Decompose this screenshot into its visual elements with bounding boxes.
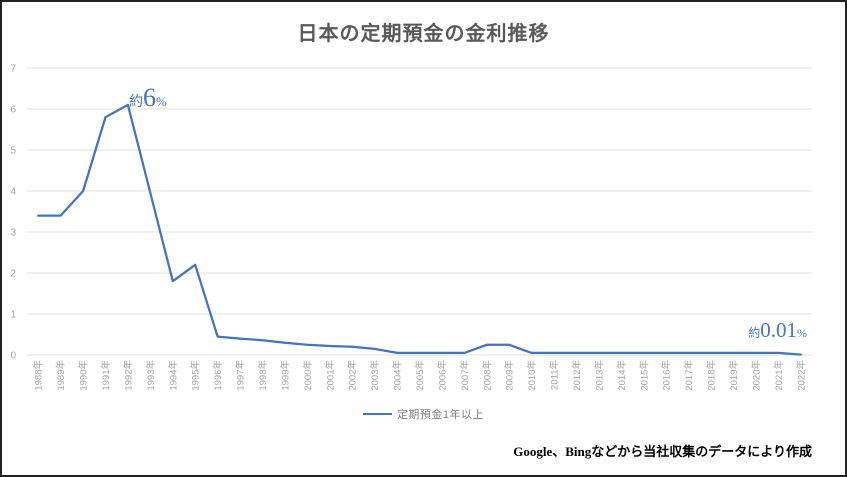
annotation-latest-prefix: 約 [748,326,761,340]
y-tick-label: 1 [10,310,16,321]
x-tick-label: 1997年 [235,360,247,391]
annotation-peak-prefix: 約 [129,95,143,110]
y-tick-label: 6 [10,105,16,116]
x-tick-label: 2002年 [347,360,359,391]
x-tick-label: 2021年 [773,360,785,391]
x-tick-label: 1996年 [212,360,224,391]
x-tick-label: 2000年 [302,360,314,391]
legend-label: 定期預金1年以上 [396,409,485,421]
x-tick-label: 1990年 [78,360,90,391]
source-note: Google、Bingなどから当社収集のデータにより作成 [513,444,812,459]
x-tick-label: 1993年 [145,360,157,391]
chart-title: 日本の定期預金の金利推移 [297,23,550,45]
x-tick-label: 2009年 [504,360,516,391]
y-tick-label: 4 [10,187,16,198]
legend: 定期預金1年以上 [2,406,845,422]
annotation-latest-percent-sign: % [797,326,807,340]
annotation-peak-value: 6 [143,83,156,112]
x-tick-label: 2001年 [324,360,336,391]
x-tick-label: 1995年 [190,360,202,391]
y-tick-label: 7 [10,64,16,75]
x-tick-label: 2008年 [481,360,493,391]
x-tick-label: 2012年 [571,360,583,391]
x-tick-label: 2004年 [392,360,404,391]
x-tick-label: 2017年 [683,360,695,391]
x-tick-label: 2005年 [414,360,426,391]
x-tick-label: 1988年 [33,360,45,391]
annotation-latest-rate: 約0.01% [748,320,807,341]
x-tick-label: 1989年 [55,360,67,391]
x-tick-label: 2020年 [750,360,762,391]
x-tick-label: 1991年 [100,360,112,391]
x-tick-label: 1999年 [279,360,291,391]
x-tick-label: 2015年 [638,360,650,391]
x-tick-label: 2019年 [728,360,740,391]
x-tick-label: 2011年 [549,360,561,390]
x-tick-label: 2016年 [661,360,673,391]
x-tick-label: 2022年 [795,360,807,391]
annotation-peak-rate: 約6% [129,85,167,111]
x-tick-label: 2006年 [436,360,448,391]
x-tick-label: 2003年 [369,360,381,391]
y-tick-label: 5 [10,146,16,157]
x-tick-label: 2007年 [459,360,471,391]
y-tick-label: 2 [10,269,16,280]
x-tick-label: 1998年 [257,360,269,391]
annotation-latest-value: 0.01 [760,318,797,342]
x-tick-label: 2018年 [706,360,718,391]
y-tick-label: 0 [10,351,16,362]
annotation-peak-percent-sign: % [156,94,167,109]
x-tick-label: 2014年 [616,360,628,391]
x-tick-label: 2010年 [526,360,538,391]
x-tick-label: 1994年 [167,360,179,391]
data-line-series [37,103,802,356]
x-tick-label: 1992年 [122,360,134,391]
legend-line-swatch [362,413,392,415]
y-tick-label: 3 [10,228,16,239]
x-tick-label: 2013年 [593,360,605,391]
